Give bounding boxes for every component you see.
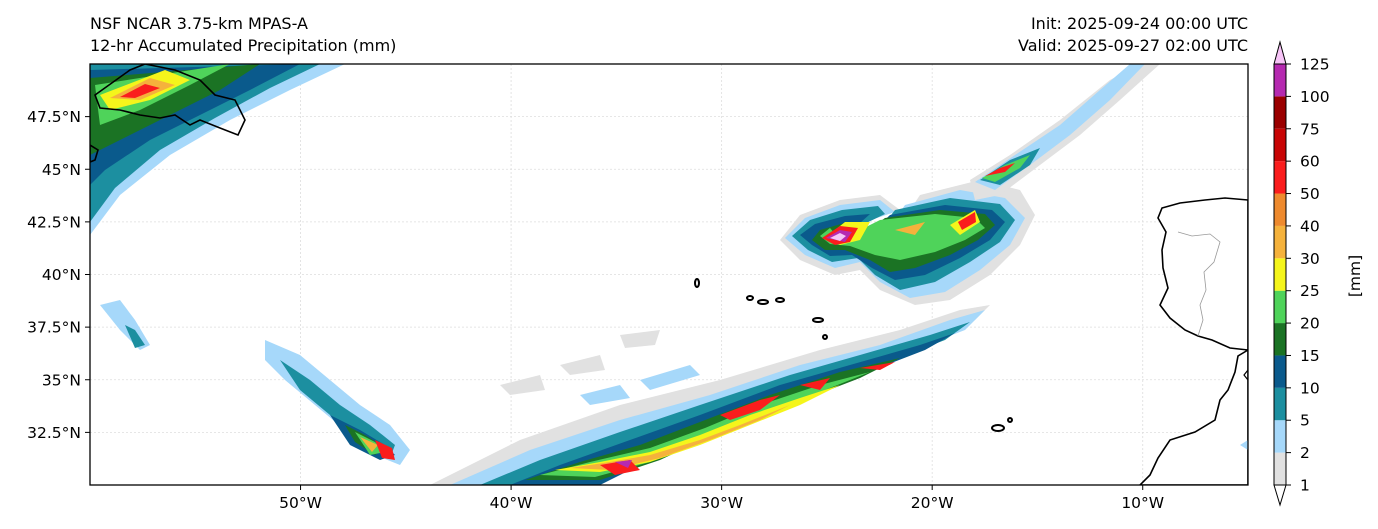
colorbar-swatch <box>1274 64 1286 97</box>
islands <box>694 278 1013 432</box>
precip-patches-west <box>100 300 410 465</box>
colorbar-frame <box>1273 63 1287 486</box>
colorbar-tick-label: 40 <box>1300 217 1320 235</box>
valid-time: Valid: 2025-09-27 02:00 UTC <box>1017 36 1248 55</box>
lat-tick-label: 35°N <box>42 371 81 389</box>
colorbar-swatch <box>1274 355 1286 388</box>
lat-tick-label: 42.5°N <box>27 213 81 231</box>
colorbar-swatch <box>1274 128 1286 162</box>
precip-band-newfoundland <box>90 64 345 235</box>
colorbar-extend-max <box>1273 40 1287 65</box>
precip-band-northeast <box>970 64 1160 200</box>
colorbar-swatch <box>1274 96 1286 129</box>
colorbar-swatch <box>1274 420 1286 453</box>
lat-tick-label: 32.5°N <box>27 424 81 442</box>
colorbar-swatch <box>1274 193 1286 226</box>
lon-tick-label: 30°W <box>700 494 743 512</box>
land-iberia <box>1138 197 1248 485</box>
precipitation-field <box>90 64 1248 485</box>
colorbar-tick-label: 20 <box>1300 315 1320 333</box>
colorbar-tick-label: 30 <box>1300 250 1320 268</box>
lon-tick-label: 50°W <box>279 494 322 512</box>
lat-tick-label: 45°N <box>42 161 81 179</box>
colorbar-extend-min <box>1273 484 1287 507</box>
colorbar-tick-label: 1 <box>1300 477 1310 495</box>
lat-tick-label: 40°N <box>42 266 81 284</box>
model-title: NSF NCAR 3.75-km MPAS-A <box>90 14 308 33</box>
init-time: Init: 2025-09-24 00:00 UTC <box>1030 14 1248 33</box>
colorbar-swatch <box>1274 452 1286 485</box>
colorbar-tick-label: 15 <box>1300 347 1320 365</box>
colorbar-swatch <box>1274 387 1286 421</box>
colorbar-swatch <box>1274 225 1286 259</box>
lon-tick-label: 40°W <box>490 494 533 512</box>
colorbar-tick-label: 2 <box>1300 444 1310 462</box>
colorbar-tick-label: 100 <box>1300 88 1330 106</box>
colorbar-tick-label: 50 <box>1300 185 1320 203</box>
title-left: NSF NCAR 3.75-km MPAS-A 12-hr Accumulate… <box>90 13 396 57</box>
colorbar-swatch <box>1274 258 1286 291</box>
colorbar-swatch <box>1274 161 1286 194</box>
colorbar-swatch <box>1274 290 1286 324</box>
field-title: 12-hr Accumulated Precipitation (mm) <box>90 36 397 55</box>
lat-axis: 47.5°N 45°N 42.5°N 40°N 37.5°N 35°N 32.5°N <box>27 108 90 442</box>
coastline-newfoundland <box>90 64 246 163</box>
colorbar-tick-label: 5 <box>1300 412 1310 430</box>
lat-tick-label: 47.5°N <box>27 108 81 126</box>
colorbar-unit-label: [mm] <box>1346 255 1364 297</box>
lon-tick-label: 20°W <box>911 494 954 512</box>
colorbar-tick-label: 25 <box>1300 282 1320 300</box>
colorbar-tick-label: 75 <box>1300 120 1320 138</box>
precip-band-frontal <box>430 305 990 485</box>
lon-axis: 50°W 40°W 30°W 20°W 10°W <box>279 485 1164 512</box>
precip-fringe-light <box>500 330 700 405</box>
lat-tick-label: 37.5°N <box>27 319 81 337</box>
colorbar-tick-label: 10 <box>1300 379 1320 397</box>
colorbar-tick-label: 60 <box>1300 153 1320 171</box>
colorbar-swatch <box>1274 323 1286 356</box>
precip-cyclone <box>780 180 1035 305</box>
colorbar-tick-label: 125 <box>1300 56 1330 74</box>
title-right: Init: 2025-09-24 00:00 UTC Valid: 2025-0… <box>1018 13 1248 57</box>
lon-tick-label: 10°W <box>1121 494 1164 512</box>
